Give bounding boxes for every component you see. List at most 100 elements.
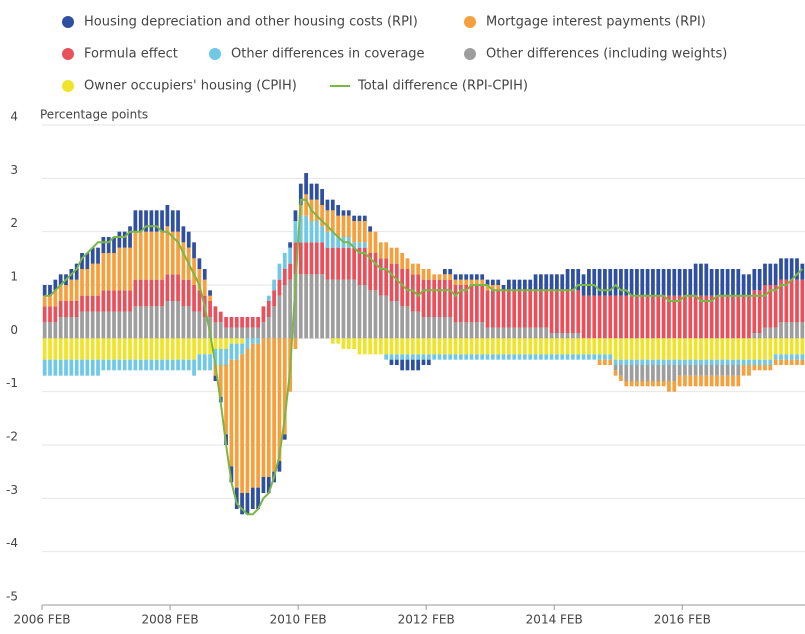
bar-segment — [592, 269, 597, 296]
bar-segment — [736, 295, 741, 339]
bar-segment — [90, 338, 95, 360]
bar-segment — [549, 354, 554, 360]
legend-label: Owner occupiers' housing (CPIH) — [84, 79, 297, 94]
bar-segment — [656, 381, 661, 387]
bar-segment — [448, 269, 453, 275]
bar-segment — [421, 269, 426, 280]
bar-segment — [80, 269, 84, 296]
bar-segment — [437, 317, 442, 339]
bar-segment — [362, 221, 367, 243]
bar-segment — [747, 274, 751, 296]
bar-segment — [85, 269, 90, 296]
bar-segment — [624, 269, 629, 296]
bar-segment — [293, 274, 298, 339]
bar-segment — [603, 354, 607, 360]
bar-segment — [528, 279, 533, 291]
bar-segment — [693, 295, 698, 339]
y-tick-label: -2 — [6, 430, 18, 444]
bar-segment — [544, 338, 549, 355]
bar-segment — [720, 295, 725, 339]
bar-segment — [197, 311, 202, 339]
bar-segment — [272, 279, 276, 291]
bar-segment — [763, 285, 767, 328]
bar-segment — [704, 295, 709, 339]
bar-segment — [288, 279, 292, 339]
bar-segment — [560, 333, 565, 339]
y-tick-label: -1 — [6, 376, 18, 390]
bar-segment — [90, 263, 95, 296]
bar-segment — [117, 338, 122, 360]
bar-segment — [725, 295, 730, 339]
bar-segment — [176, 274, 180, 301]
bar-segment — [645, 338, 650, 360]
bar-segment — [288, 247, 292, 264]
bar-segment — [725, 269, 730, 296]
bar-segment — [715, 269, 719, 296]
bar-segment — [325, 199, 330, 211]
bar-segment — [149, 210, 154, 232]
bar-segment — [208, 290, 212, 296]
bar-segment — [357, 215, 362, 221]
bar-segment — [42, 359, 47, 376]
bar-segment — [421, 354, 426, 360]
bar-segment — [608, 359, 613, 365]
bar-segment — [763, 263, 767, 285]
bar-segment — [533, 274, 538, 291]
bar-segment — [619, 359, 623, 365]
bar-segment — [720, 338, 725, 360]
bar-segment — [368, 231, 373, 253]
bar-segment — [133, 210, 138, 232]
bar-segment — [96, 338, 100, 360]
bar-segment — [309, 242, 314, 275]
bar-segment — [165, 338, 170, 360]
bar-segment — [795, 338, 799, 355]
bar-segment — [133, 359, 138, 371]
bar-segment — [298, 274, 303, 339]
bar-segment — [394, 359, 399, 365]
bar-segment — [779, 359, 783, 365]
bar-segment — [298, 215, 303, 243]
bar-segment — [501, 354, 506, 360]
bar-segment — [69, 359, 74, 376]
bar-segment — [165, 274, 170, 301]
bar-segment — [667, 269, 671, 296]
bar-segment — [768, 365, 773, 371]
bar-segment — [48, 285, 52, 296]
bar-segment — [469, 354, 474, 360]
bar-segment — [234, 359, 239, 488]
bar-segment — [656, 295, 661, 339]
bar-segment — [154, 210, 159, 232]
bar-segment — [800, 322, 805, 339]
bar-segment — [490, 327, 495, 339]
bar-segment — [138, 210, 143, 232]
bar-segment — [101, 290, 106, 312]
bar-segment — [528, 354, 533, 360]
bar-segment — [208, 317, 212, 339]
bar-segment — [69, 317, 74, 339]
bar-segment — [314, 183, 319, 200]
bar-segment — [490, 279, 495, 285]
bar-segment — [485, 285, 490, 291]
bar-segment — [53, 338, 58, 360]
bar-segment — [416, 263, 421, 275]
bar-segment — [298, 183, 303, 205]
bar-segment — [442, 269, 447, 275]
bar-segment — [309, 274, 314, 339]
bar-segment — [149, 231, 154, 280]
bar-segment — [160, 338, 164, 360]
bar-segment — [517, 327, 522, 339]
bar-segment — [480, 338, 485, 355]
bar-segment — [357, 285, 362, 339]
bar-segment — [96, 359, 100, 376]
bar-segment — [197, 290, 202, 312]
bar-segment — [651, 295, 655, 339]
bar-segment — [544, 274, 549, 291]
bar-segment — [416, 338, 421, 355]
bar-segment — [224, 317, 228, 328]
bar-segment — [464, 338, 469, 355]
bar-segment — [181, 338, 186, 360]
legend-swatch — [209, 48, 221, 60]
bar-segment — [523, 279, 527, 291]
bar-segment — [490, 290, 495, 328]
bar-segment — [800, 359, 805, 365]
